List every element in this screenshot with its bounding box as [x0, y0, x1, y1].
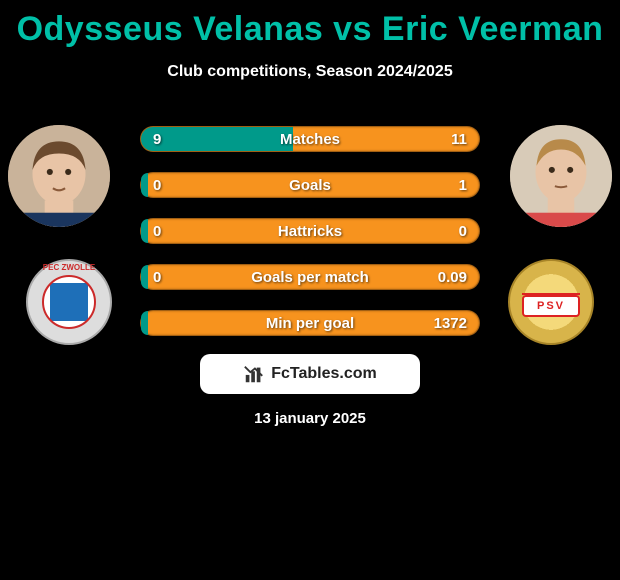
- stat-right-value: 11: [451, 127, 467, 151]
- stat-label: Goals: [141, 173, 479, 197]
- stat-right-value: 1: [459, 173, 467, 197]
- date-text: 13 january 2025: [0, 410, 620, 427]
- stat-pill: 0Goals per match0.09: [140, 264, 480, 290]
- player-right-avatar: [510, 125, 612, 227]
- brand-box: FcTables.com: [200, 354, 420, 394]
- stat-pill: 0Goals1: [140, 172, 480, 198]
- stats-comparison-area: 9Matches110Goals10Hattricks00Goals per m…: [140, 126, 480, 356]
- player-left-club-badge: [26, 259, 112, 345]
- player-left-avatar: [8, 125, 110, 227]
- stat-label: Min per goal: [141, 311, 479, 335]
- subtitle: Club competitions, Season 2024/2025: [0, 63, 620, 81]
- stat-label: Hattricks: [141, 219, 479, 243]
- player-right-club-badge: [508, 259, 594, 345]
- stat-right-value: 1372: [434, 311, 467, 335]
- player-right-face-icon: [510, 125, 612, 227]
- bar-chart-icon: [243, 363, 265, 385]
- player-left-face-icon: [8, 125, 110, 227]
- page-title: Odysseus Velanas vs Eric Veerman: [0, 0, 620, 49]
- stat-pill: Min per goal1372: [140, 310, 480, 336]
- stat-pill: 9Matches11: [140, 126, 480, 152]
- stat-right-value: 0: [459, 219, 467, 243]
- stat-right-value: 0.09: [438, 265, 467, 289]
- stat-pill: 0Hattricks0: [140, 218, 480, 244]
- brand-text: FcTables.com: [271, 365, 377, 383]
- stat-label: Goals per match: [141, 265, 479, 289]
- stat-label: Matches: [141, 127, 479, 151]
